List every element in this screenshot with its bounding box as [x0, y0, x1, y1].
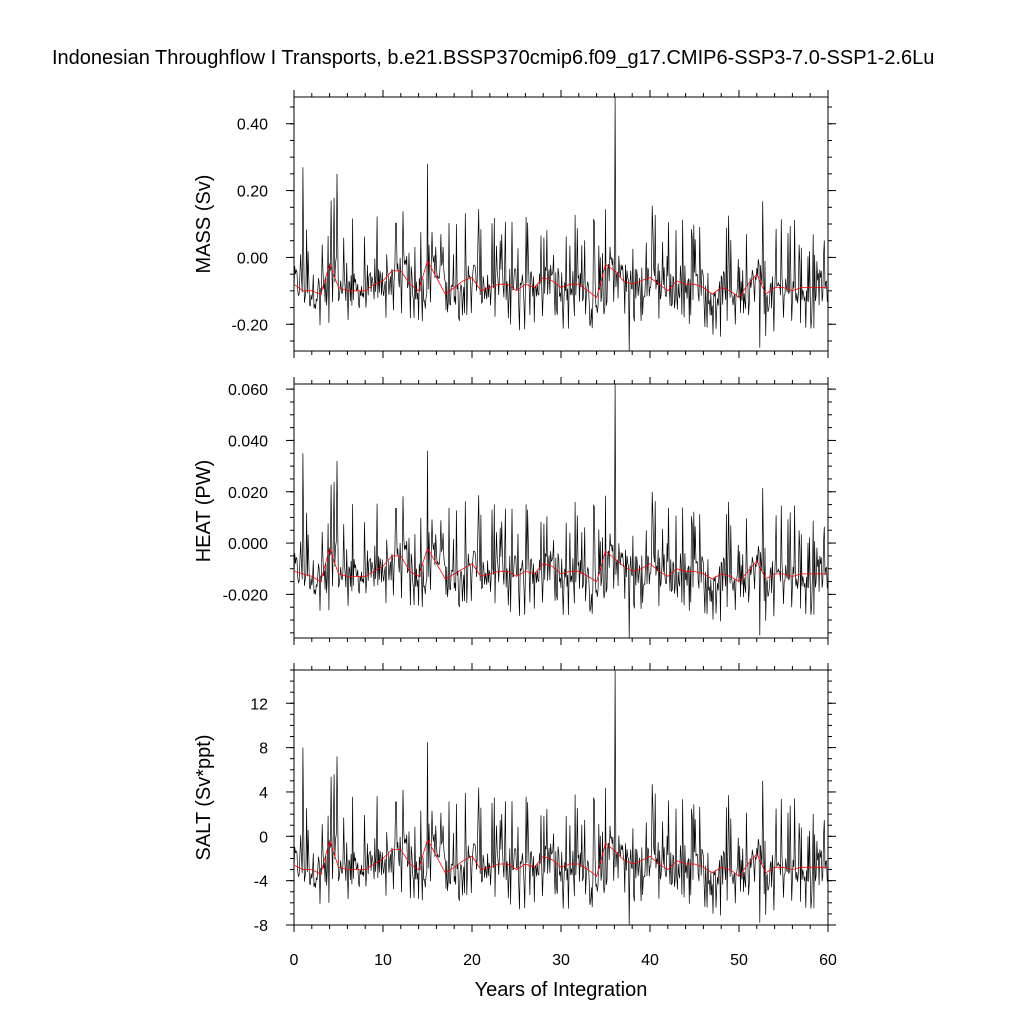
x-tick-label: 30 — [552, 952, 570, 969]
y-axis-title: HEAT (PW) — [193, 460, 215, 563]
panel-frame — [293, 669, 829, 926]
y-tick-label: -4 — [254, 874, 268, 891]
panel-frame — [293, 383, 829, 639]
y-axis-title: SALT (Sv*ppt) — [193, 735, 215, 861]
annual-mean-line — [293, 259, 828, 299]
y-tick-label: -8 — [254, 918, 268, 935]
x-axis-title: Years of Integration — [475, 979, 648, 1001]
y-tick-label: 0.020 — [228, 485, 268, 502]
x-tick-label: 10 — [374, 952, 392, 969]
y-tick-label: 0 — [259, 829, 268, 846]
y-axis-title: MASS (Sv) — [193, 175, 215, 274]
y-tick-label: 8 — [259, 741, 268, 758]
panel-frame — [293, 96, 829, 352]
monthly-series-line — [293, 669, 828, 926]
y-tick-label: 0.20 — [237, 184, 268, 201]
x-tick-label: 50 — [730, 952, 748, 969]
y-tick-label: -0.20 — [232, 317, 269, 334]
annual-mean-line — [293, 546, 828, 583]
x-tick-label: 60 — [819, 952, 837, 969]
annual-mean-line — [293, 838, 828, 877]
x-tick-label: 20 — [463, 952, 481, 969]
y-tick-label: 0.000 — [228, 536, 268, 553]
y-tick-label: 0.00 — [237, 250, 268, 267]
x-tick-label: 40 — [641, 952, 659, 969]
monthly-series-line — [293, 96, 828, 352]
y-tick-label: 0.060 — [228, 382, 268, 399]
monthly-series-line — [293, 383, 828, 639]
y-tick-label: 0.040 — [228, 433, 268, 450]
chart-title: Indonesian Throughflow I Transports, b.e… — [52, 47, 935, 69]
y-tick-label: -0.020 — [223, 587, 268, 604]
y-tick-label: 4 — [259, 785, 268, 802]
y-tick-label: 12 — [250, 696, 268, 713]
y-tick-label: 0.40 — [237, 117, 268, 134]
x-tick-label: 0 — [290, 952, 299, 969]
